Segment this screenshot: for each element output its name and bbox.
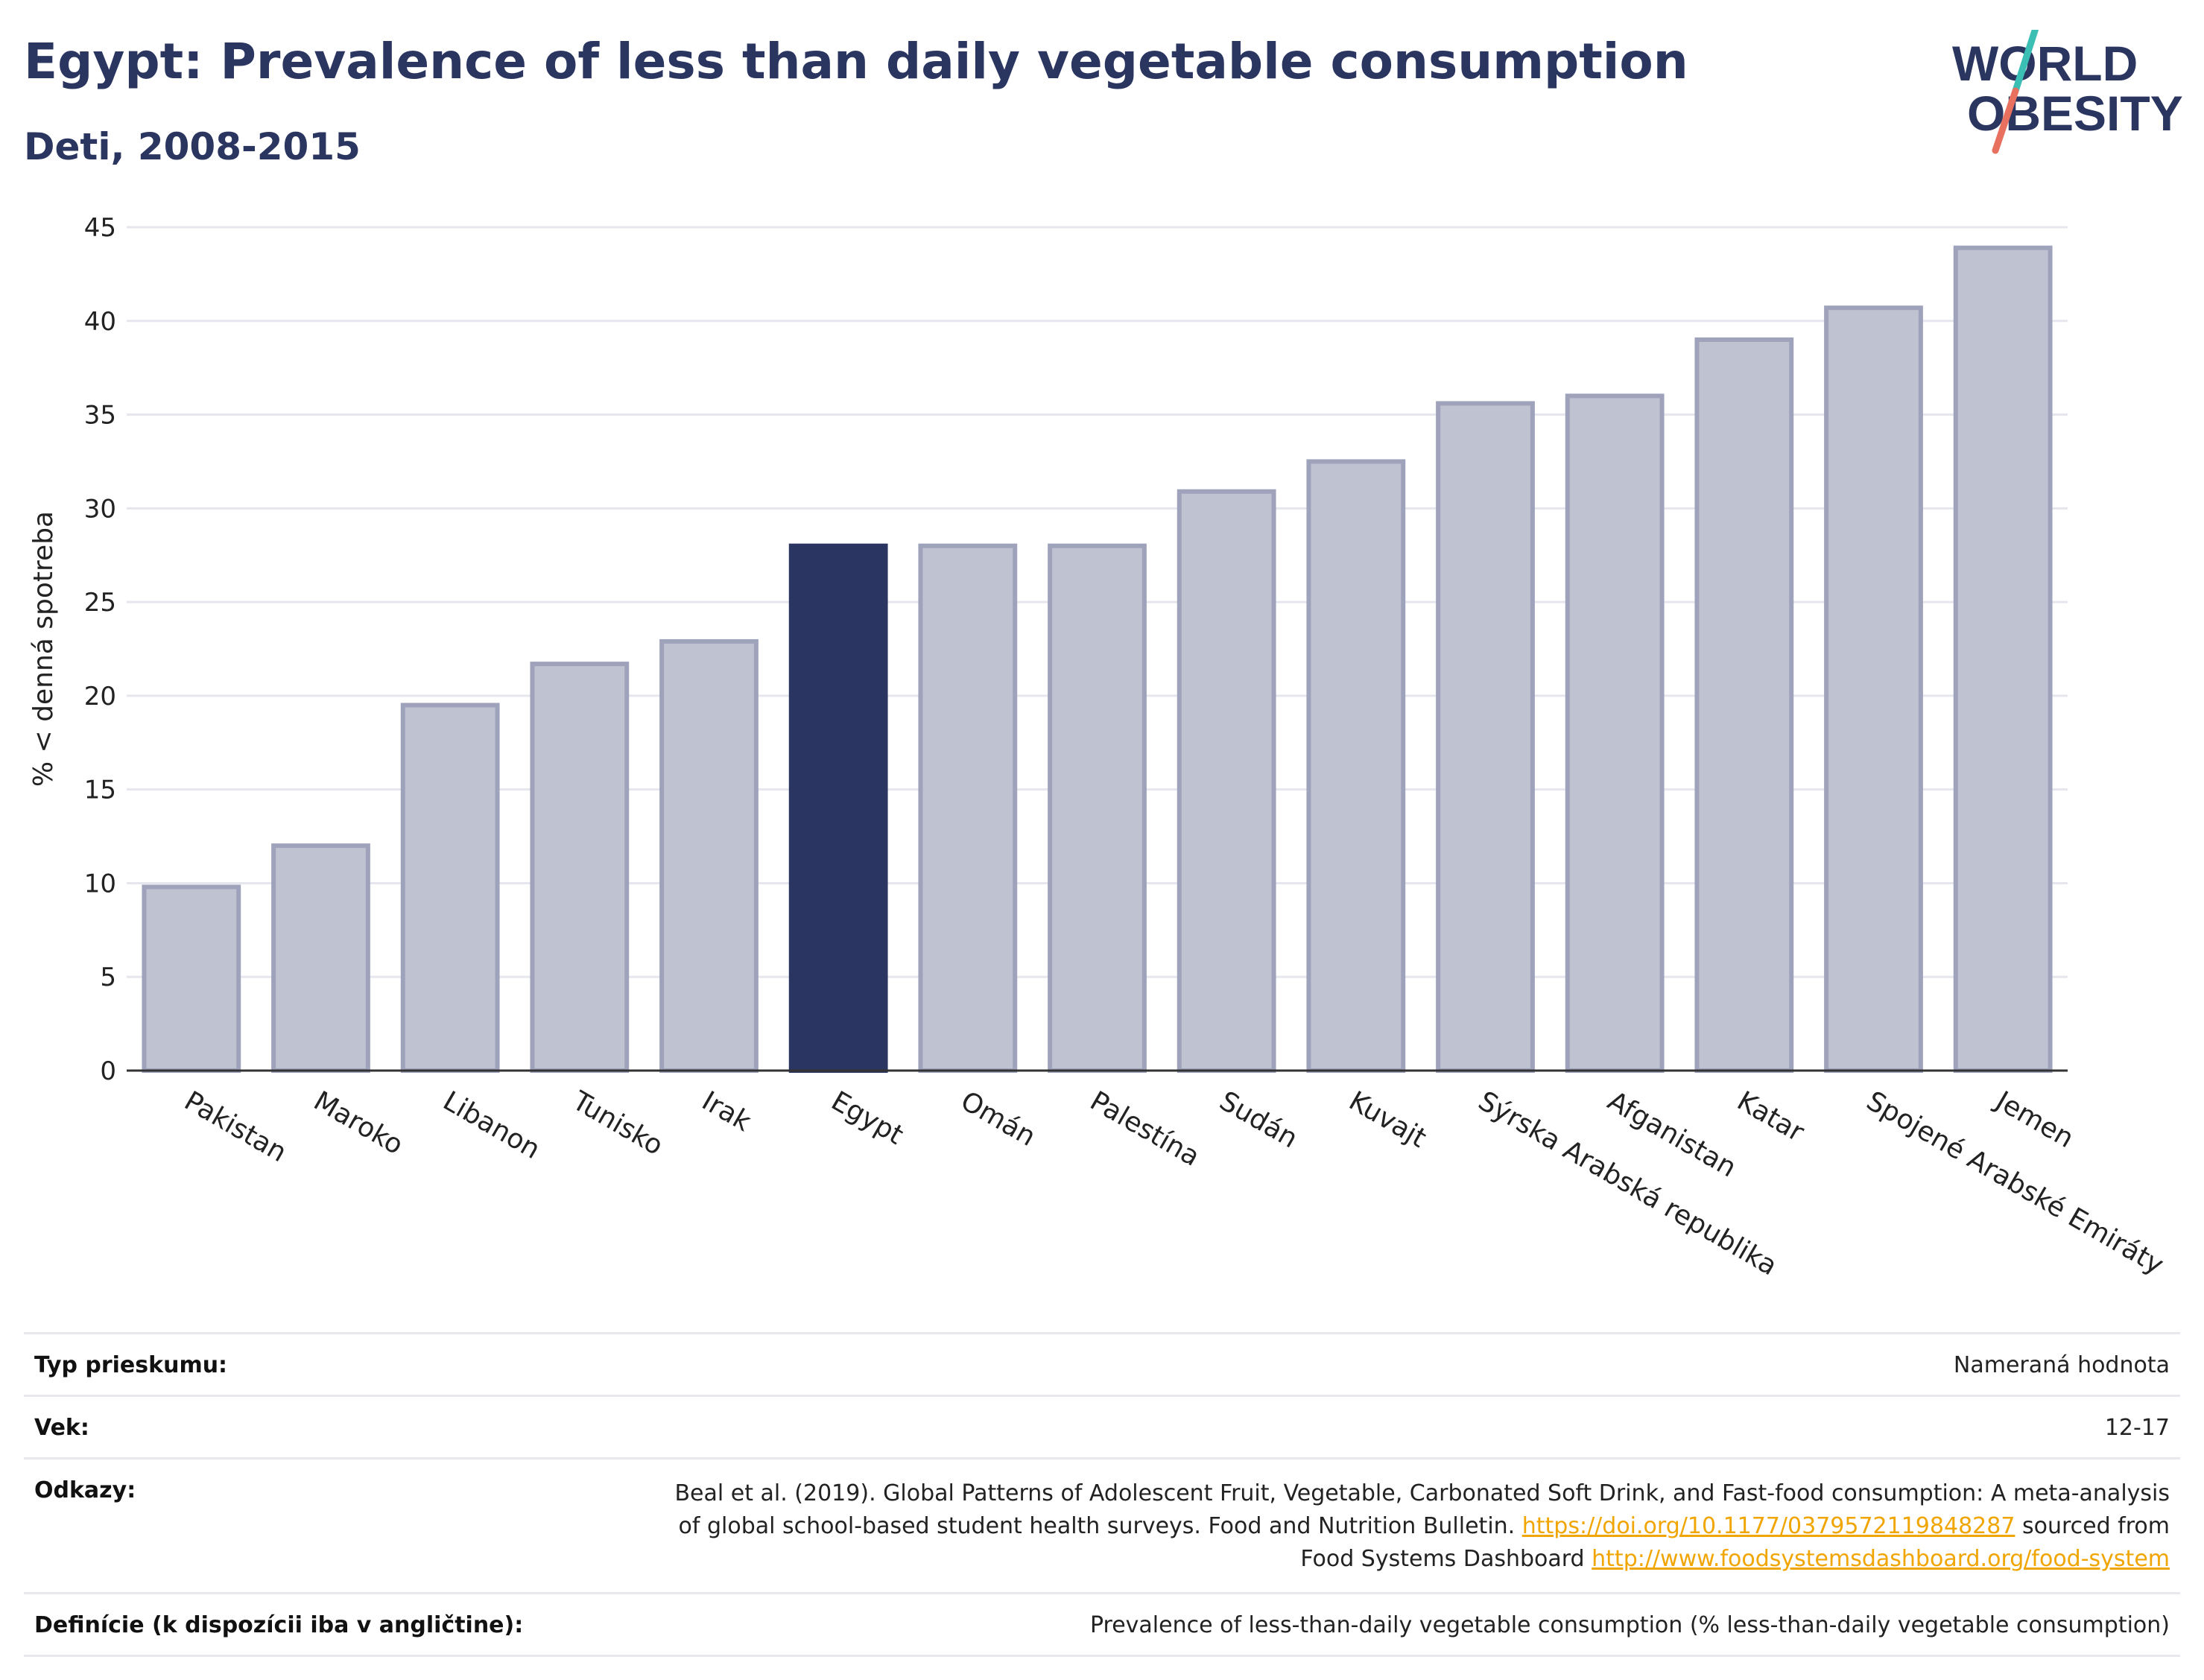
- logo-slash-coral-icon: [1992, 87, 2019, 154]
- y-tick-label: 40: [84, 307, 116, 337]
- meta-label: Typ prieskumu:: [34, 1352, 228, 1378]
- meta-label: Definície (k dispozícii iba v angličtine…: [34, 1612, 524, 1638]
- bar-sýrska-arabská-republika: [1436, 401, 1535, 1073]
- meta-value: Prevalence of less-than-daily vegetable …: [1089, 1612, 2170, 1638]
- page-title: Egypt: Prevalence of less than daily veg…: [24, 33, 1688, 90]
- x-tick-label: Katar: [1732, 1085, 1809, 1148]
- y-tick-label: 35: [84, 401, 116, 431]
- meta-row-definitions: Definície (k dispozícii iba v angličtine…: [24, 1592, 2180, 1657]
- bar-egypt: [788, 543, 888, 1073]
- bar-maroko: [271, 843, 370, 1073]
- doi-link[interactable]: https://doi.org/10.1177/0379572119848287: [1521, 1513, 2015, 1539]
- bar-kuvajt: [1306, 459, 1406, 1073]
- x-tick-label: Maroko: [308, 1085, 408, 1161]
- meta-label: Vek:: [34, 1415, 89, 1441]
- y-tick-label: 25: [84, 588, 116, 618]
- bar-palestína: [1048, 543, 1147, 1073]
- reference-line-3: Food Systems Dashboard: [1300, 1546, 1585, 1572]
- bar-spojené-arabské-emiráty: [1824, 305, 1923, 1073]
- reference-line-2-end: sourced from: [2021, 1513, 2170, 1539]
- world-obesity-logo: WORLD OBESITY: [1952, 30, 2183, 154]
- meta-value: 12-17: [2104, 1415, 2170, 1441]
- x-tick-label: Sudán: [1215, 1085, 1303, 1154]
- y-tick-label: 5: [100, 963, 116, 992]
- metadata-table: Typ prieskumu: Nameraná hodnota Vek: 12-…: [24, 1332, 2180, 1657]
- logo-text-world: WORLD: [1952, 36, 2138, 91]
- reference-line-2: of global school-based student health su…: [678, 1513, 1516, 1539]
- y-tick-label: 30: [84, 494, 116, 524]
- bar-omán: [918, 543, 1018, 1073]
- x-tick-label: Egypt: [826, 1085, 908, 1150]
- x-tick-label: Libanon: [438, 1085, 545, 1165]
- y-tick-label: 15: [84, 776, 116, 805]
- x-tick-label: Omán: [955, 1085, 1040, 1153]
- bar-katar: [1694, 337, 1794, 1073]
- y-axis-label: % < denná spotreba: [28, 511, 59, 787]
- logo-slash-teal-icon: [2012, 30, 2039, 95]
- reference-line-1: Beal et al. (2019). Global Patterns of A…: [674, 1480, 2170, 1506]
- bar-chart: 0 5 10 15 20 25 30 35 40 45 % < denná spotreba Paki…: [28, 213, 2168, 1281]
- y-tick-label: 20: [84, 682, 116, 711]
- bar-afganistan: [1565, 393, 1665, 1073]
- bar-tunisko: [530, 662, 630, 1073]
- x-tick-label: Irak: [697, 1085, 756, 1138]
- meta-value: Nameraná hodnota: [1953, 1352, 2170, 1378]
- x-tick-label: Jemen: [1989, 1085, 2079, 1154]
- y-tick-label: 0: [100, 1056, 116, 1086]
- x-tick-label: Palestína: [1085, 1085, 1205, 1173]
- meta-row-references: Odkazy: Beal et al. (2019). Global Patte…: [24, 1457, 2180, 1592]
- food-systems-dashboard-link[interactable]: http://www.foodsystemsdashboard.org/food…: [1592, 1546, 2170, 1572]
- bar-pakistan: [142, 884, 241, 1074]
- bar-sudán: [1177, 489, 1276, 1073]
- page-subtitle: Deti, 2008-2015: [24, 125, 361, 168]
- bar-jemen: [1953, 245, 2053, 1073]
- bar-libanon: [400, 703, 500, 1073]
- meta-label: Odkazy:: [34, 1477, 136, 1503]
- x-tick-label: Kuvajt: [1343, 1085, 1431, 1154]
- y-tick-label: 10: [84, 869, 116, 898]
- references-text: Beal et al. (2019). Global Patterns of A…: [674, 1477, 2170, 1576]
- meta-row-survey-type: Typ prieskumu: Nameraná hodnota: [24, 1332, 2180, 1395]
- x-tick-label: Pakistan: [179, 1085, 291, 1168]
- x-tick-label: Tunisko: [566, 1085, 668, 1161]
- bar-irak: [659, 638, 759, 1073]
- y-tick-label: 45: [84, 213, 116, 243]
- meta-row-age: Vek: 12-17: [24, 1395, 2180, 1457]
